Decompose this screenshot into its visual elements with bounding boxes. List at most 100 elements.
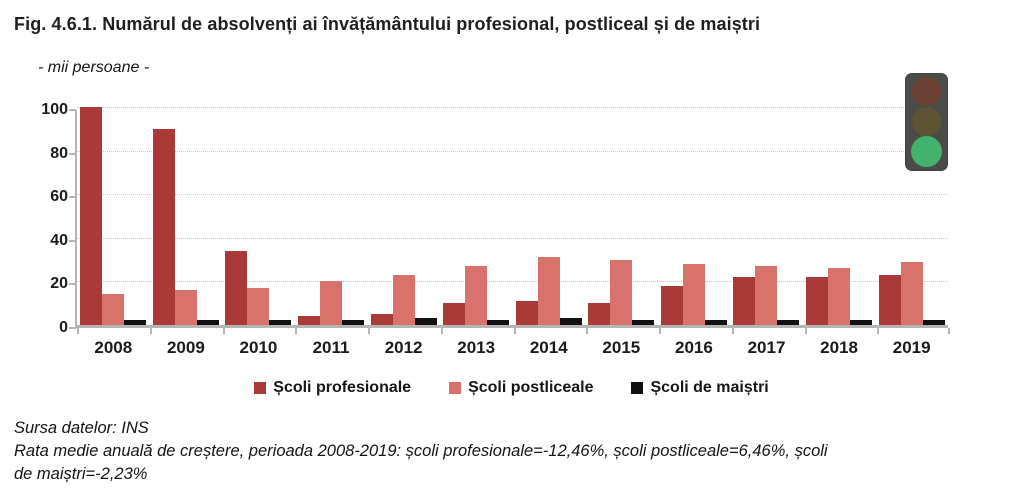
x-label-2019: 2019 bbox=[892, 338, 931, 357]
bar-2016--coli-de-mai-tri bbox=[704, 319, 727, 325]
bar-chart-plot-area: 0 20 40 60 80 100 2008 2009 2010 2011 2012 2013 201… bbox=[41, 101, 950, 357]
bar-2018--coli-de-mai-tri bbox=[850, 319, 873, 325]
bar-2015--coli-de-mai-tri bbox=[632, 319, 655, 325]
grid-line-80 bbox=[77, 150, 948, 152]
bar-2014--coli-profesionale bbox=[515, 301, 538, 325]
bar-group-2012 bbox=[367, 110, 440, 325]
bar-group-2010 bbox=[222, 110, 295, 325]
x-tick-mark-9 bbox=[731, 328, 734, 334]
bar-group-2019 bbox=[875, 110, 948, 325]
figure-title: Fig. 4.6.1. Numărul de absolvenți ai înv… bbox=[14, 14, 761, 34]
legend-swatch bbox=[254, 382, 267, 394]
bar-2009--coli-postliceale bbox=[174, 290, 197, 325]
legend-swatch bbox=[449, 382, 462, 394]
bar-2014--coli-postliceale bbox=[537, 257, 560, 325]
bar-2012--coli-profesionale bbox=[370, 314, 393, 325]
grid-line-100 bbox=[77, 107, 948, 108]
y-tick-label-20: 20 bbox=[50, 275, 68, 293]
bar-2019--coli-postliceale bbox=[900, 261, 923, 325]
y-tick-mark-80 bbox=[69, 152, 76, 155]
growth-rate-note-line: Rata medie anuală de creștere, perioada … bbox=[14, 442, 828, 460]
y-tick-mark-0 bbox=[69, 327, 76, 329]
bar-group-2018 bbox=[803, 110, 876, 325]
bar-2019--coli-profesionale bbox=[878, 274, 901, 325]
y-tick-mark-40 bbox=[69, 239, 76, 242]
bar-group-2011 bbox=[295, 110, 368, 325]
bar-2010--coli-de-mai-tri bbox=[269, 319, 292, 325]
x-tick-mark-0 bbox=[77, 328, 79, 334]
bar-2016--coli-profesionale bbox=[660, 285, 683, 325]
bar-2013--coli-profesionale bbox=[443, 303, 466, 325]
bar-2013--coli-de-mai-tri bbox=[487, 319, 510, 325]
bar-2017--coli-de-mai-tri bbox=[777, 319, 800, 325]
x-label-2018: 2018 bbox=[820, 338, 858, 357]
grid-line-60 bbox=[77, 194, 948, 196]
growth-rate-note-line: de maiștri=-2,23% bbox=[14, 465, 148, 483]
x-tick-mark-10 bbox=[804, 328, 807, 334]
x-label-2014: 2014 bbox=[529, 338, 568, 357]
legend-label: Școli de maiștri bbox=[650, 379, 769, 396]
bar-2014--coli-de-mai-tri bbox=[559, 318, 582, 325]
bar-2008--coli-postliceale bbox=[102, 294, 125, 325]
x-label-2013: 2013 bbox=[457, 338, 496, 357]
bar-2012--coli-de-mai-tri bbox=[414, 318, 437, 325]
x-tick-mark-4 bbox=[368, 328, 370, 334]
green-lamp-active-icon bbox=[911, 136, 942, 167]
bar-2008--coli-de-mai-tri bbox=[124, 319, 147, 325]
x-axis-labels: 2008 2009 2010 2011 2012 2013 2014 2015 2016 2017… bbox=[77, 338, 948, 358]
bar-2018--coli-postliceale bbox=[828, 268, 851, 325]
x-tick-mark-11 bbox=[877, 328, 880, 334]
bar-group-2014 bbox=[512, 110, 585, 325]
bar-2017--coli-profesionale bbox=[733, 277, 756, 325]
red-lamp-dim-icon bbox=[912, 77, 941, 106]
x-tick-mark-6 bbox=[513, 328, 516, 334]
x-tick-mark-3 bbox=[295, 328, 298, 334]
x-tick-mark-1 bbox=[149, 328, 152, 334]
legend-item--coli-postliceale: Școli postliceale bbox=[449, 379, 593, 397]
bar-series-container bbox=[77, 107, 948, 325]
legend-label: Școli profesionale bbox=[273, 379, 412, 396]
legend-item--coli-profesionale: Școli profesionale bbox=[254, 379, 411, 397]
bar-2010--coli-profesionale bbox=[225, 250, 248, 325]
x-label-2016: 2016 bbox=[675, 338, 713, 357]
bar-group-2009 bbox=[150, 110, 223, 325]
x-label-2015: 2015 bbox=[602, 338, 641, 357]
x-tick-mark-7 bbox=[586, 328, 589, 334]
bar-2015--coli-profesionale bbox=[588, 303, 611, 325]
legend-swatch bbox=[631, 382, 644, 394]
bar-2017--coli-postliceale bbox=[755, 266, 778, 325]
x-tick-mark-2 bbox=[222, 328, 225, 334]
grid-line-20 bbox=[77, 281, 948, 283]
bar-group-2008 bbox=[77, 107, 150, 325]
bar-2011--coli-postliceale bbox=[320, 281, 343, 325]
bar-2013--coli-postliceale bbox=[465, 266, 488, 325]
unit-label: - mii persoane - bbox=[38, 59, 150, 76]
figure-footer: Sursa datelor: INS Rata medie anuală de … bbox=[14, 417, 1018, 486]
grid-line-40 bbox=[77, 237, 948, 239]
bar-2009--coli-profesionale bbox=[152, 128, 175, 325]
x-tick-mark-8 bbox=[659, 328, 661, 334]
x-label-2012: 2012 bbox=[384, 338, 423, 357]
y-tick-label-100: 100 bbox=[41, 101, 68, 118]
y-tick-mark-20 bbox=[69, 283, 76, 286]
bar-group-2016 bbox=[658, 110, 731, 325]
bar-2018--coli-profesionale bbox=[806, 277, 829, 325]
y-tick-label-60: 60 bbox=[50, 188, 68, 206]
legend-item--coli-de-mai-tri: Școli de maiștri bbox=[631, 379, 769, 397]
growth-rate-note: Rata medie anuală de creștere, perioada … bbox=[14, 440, 1018, 486]
y-tick-label-0: 0 bbox=[59, 319, 68, 336]
bar-2016--coli-postliceale bbox=[682, 263, 705, 325]
x-tick-mark-12 bbox=[948, 328, 950, 334]
data-source-note: Sursa datelor: INS bbox=[14, 419, 149, 437]
bar-group-2017 bbox=[730, 110, 803, 325]
bar-2010--coli-postliceale bbox=[247, 287, 270, 325]
x-label-2011: 2011 bbox=[312, 338, 350, 357]
y-tick-label-40: 40 bbox=[50, 231, 68, 249]
bar-2019--coli-de-mai-tri bbox=[922, 319, 945, 325]
bar-2012--coli-postliceale bbox=[392, 274, 415, 325]
bar-2015--coli-postliceale bbox=[610, 259, 633, 325]
bar-2008--coli-profesionale bbox=[80, 107, 103, 325]
x-label-2010: 2010 bbox=[239, 338, 278, 357]
x-label-2008: 2008 bbox=[94, 338, 133, 357]
x-label-2017: 2017 bbox=[747, 338, 786, 357]
